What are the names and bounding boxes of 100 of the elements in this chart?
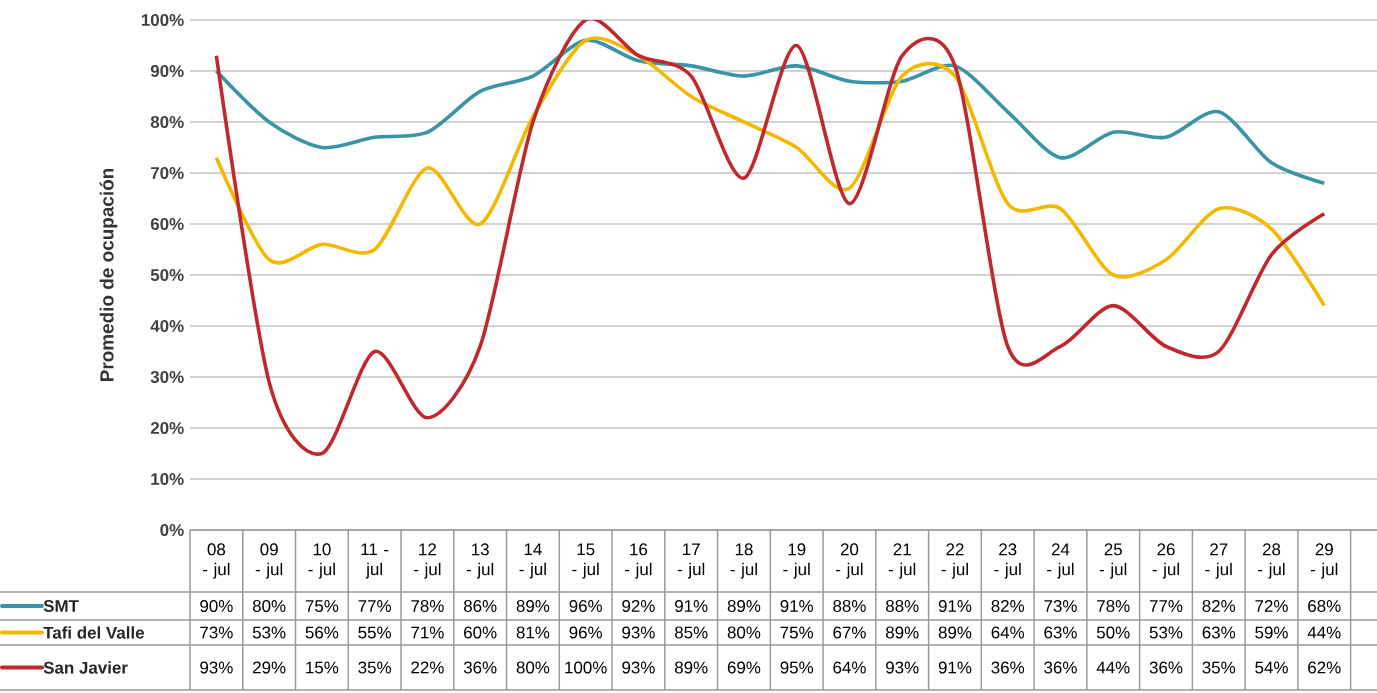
data-label: 100% (565, 661, 607, 674)
x-tick-label: 15 - jul (572, 543, 599, 579)
y-tick-label: 50% (150, 268, 184, 281)
data-label: 93% (622, 626, 655, 639)
x-tick-label: 28 - jul (1258, 543, 1285, 579)
data-label: 60% (464, 626, 497, 639)
legend-label: Tafi del Valle (43, 626, 144, 639)
data-label: 35% (358, 661, 391, 674)
data-label: 78% (1097, 600, 1130, 612)
data-label: 22% (411, 661, 444, 674)
data-label: 89% (727, 600, 761, 612)
y-tick-label: 10% (151, 473, 184, 485)
x-tick-label: 17 - jul (677, 543, 705, 579)
data-label: 56% (305, 626, 339, 639)
data-label: 64% (991, 626, 1025, 639)
y-tick-label: 70% (151, 166, 184, 179)
y-tick-label: 80% (150, 115, 184, 128)
data-label: 91% (938, 661, 972, 674)
data-label: 62% (1308, 661, 1341, 674)
x-tick-label: 21 - jul (888, 543, 916, 579)
x-tick-label: 18 - jul (730, 543, 757, 579)
data-label: 93% (200, 661, 233, 674)
x-tick-label: 13 - jul (466, 543, 494, 579)
y-tick-label: 30% (150, 370, 184, 383)
data-label: 96% (569, 626, 603, 639)
data-label: 93% (886, 661, 919, 674)
data-label: 54% (1255, 661, 1288, 674)
x-tick-label: 27 - jul (1205, 543, 1232, 579)
data-label: 91% (675, 600, 708, 612)
data-label: 88% (833, 600, 866, 612)
data-label: 91% (938, 600, 972, 612)
x-tick-label: 25 - jul (1099, 543, 1127, 579)
data-label: 90% (200, 600, 233, 612)
data-label: 59% (1255, 626, 1288, 639)
data-label: 44% (1307, 626, 1341, 639)
data-label: 77% (1149, 600, 1183, 612)
data-label: 80% (252, 600, 286, 612)
data-label: 82% (991, 600, 1025, 612)
data-label: 89% (674, 661, 708, 674)
data-label: 69% (727, 661, 761, 674)
x-tick-label: 14 - jul (519, 543, 546, 579)
y-tick-label: 0% (160, 524, 184, 536)
legend-label: SMT (43, 600, 79, 612)
data-label: 53% (252, 626, 286, 639)
data-label: 63% (1044, 626, 1077, 639)
x-tick-label: 22 - jul (941, 543, 968, 579)
y-tick-label: 100% (141, 13, 184, 26)
data-label: 50% (1096, 626, 1130, 639)
data-label: 72% (1255, 600, 1288, 612)
data-label: 64% (833, 661, 866, 674)
data-label: 35% (1202, 661, 1236, 674)
x-tick-label: 19 - jul (783, 543, 810, 579)
line-series (214, 19, 1327, 456)
y-axis-title: Promedio de ocupación (99, 168, 118, 382)
x-tick-label: 11 - jul (361, 543, 389, 579)
data-label: 91% (780, 600, 814, 612)
x-tick-label: 12 - jul (414, 543, 441, 579)
legend-label: San Javier (43, 661, 128, 674)
data-label: 77% (358, 600, 391, 612)
data-label: 36% (1044, 661, 1077, 674)
line-series (214, 38, 1327, 185)
x-tick-label: 29 - jul (1310, 543, 1338, 579)
x-tick-label: 09 - jul (255, 543, 283, 579)
data-label: 88% (886, 600, 919, 612)
data-label: 86% (463, 600, 497, 612)
x-tick-label: 16 - jul (625, 543, 652, 579)
data-label: 78% (411, 600, 444, 612)
data-label: 92% (622, 600, 655, 612)
x-tick-label: 26 - jul (1152, 543, 1179, 579)
data-label: 67% (833, 626, 866, 639)
data-label: 82% (1202, 600, 1236, 612)
data-label: 81% (516, 626, 550, 639)
data-label: 15% (306, 661, 339, 674)
data-label: 53% (1149, 626, 1183, 639)
data-label: 55% (358, 626, 391, 639)
x-tick-label: 23 - jul (994, 543, 1021, 579)
y-tick-label: 60% (150, 217, 184, 230)
x-tick-label: 20 - jul (836, 543, 863, 579)
data-label: 80% (516, 661, 550, 674)
data-label: 63% (1202, 626, 1236, 639)
data-label: 85% (674, 626, 708, 639)
data-label: 73% (1044, 600, 1077, 612)
data-label: 44% (1096, 661, 1130, 674)
x-tick-label: 24 - jul (1047, 543, 1074, 579)
y-tick-label: 40% (150, 319, 184, 332)
data-label: 89% (516, 600, 550, 612)
data-label: 96% (569, 600, 603, 612)
y-tick-label: 90% (150, 64, 184, 77)
data-label: 80% (727, 626, 761, 639)
x-tick-label: 08 - jul (203, 543, 230, 579)
data-label: 73% (200, 626, 233, 639)
y-tick-label: 20% (150, 422, 184, 434)
x-tick-label: 10 - jul (308, 543, 335, 579)
data-label: 36% (463, 661, 497, 674)
data-label: 36% (991, 661, 1025, 674)
data-label: 89% (938, 626, 972, 639)
data-label: 71% (411, 626, 444, 639)
data-label: 93% (622, 661, 655, 674)
data-label: 36% (1149, 661, 1183, 674)
data-label: 75% (780, 626, 814, 639)
